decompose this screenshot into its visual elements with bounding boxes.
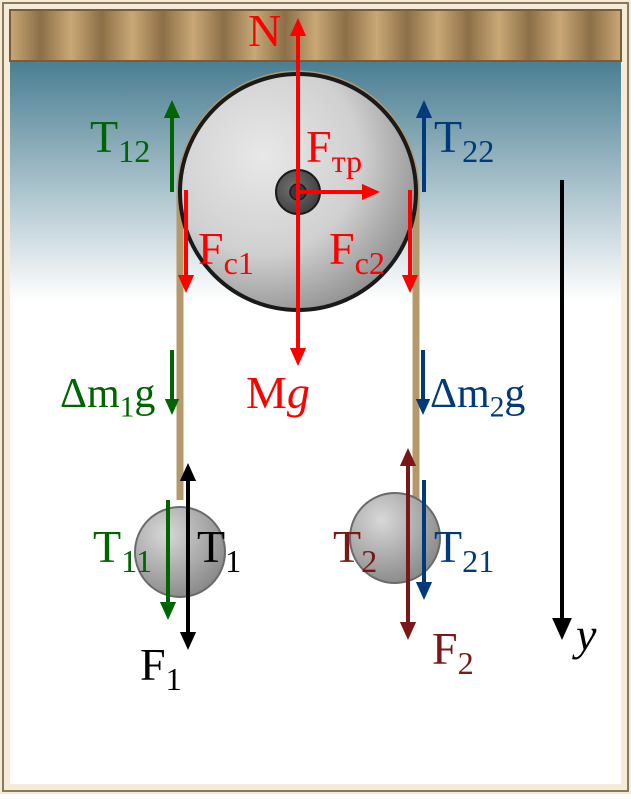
label-T1: T1: [197, 520, 241, 580]
label-Ftr: Fтр: [306, 120, 362, 180]
label-N: N: [248, 4, 281, 57]
label-F1: F1: [140, 638, 182, 698]
label-T22: T22: [434, 110, 494, 170]
label-y: y: [576, 608, 596, 661]
label-Fc2: Fc2: [329, 222, 385, 282]
label-T11: T11: [93, 520, 152, 580]
label-F2: F2: [432, 622, 474, 682]
label-Mg: Mg: [246, 366, 310, 419]
label-dm1g: Δm1g: [60, 370, 155, 424]
label-Fc1: Fc1: [198, 222, 254, 282]
label-T21: T21: [434, 520, 494, 580]
label-T2: T2: [333, 520, 377, 580]
diagram-canvas: N Fтр T12 T22 Fc1 Fc2 Mg Δm1g Δm2g T11 T1 T2 T21 F1 F2…: [0, 0, 631, 794]
label-T12: T12: [90, 110, 150, 170]
label-dm2g: Δm2g: [430, 370, 525, 424]
